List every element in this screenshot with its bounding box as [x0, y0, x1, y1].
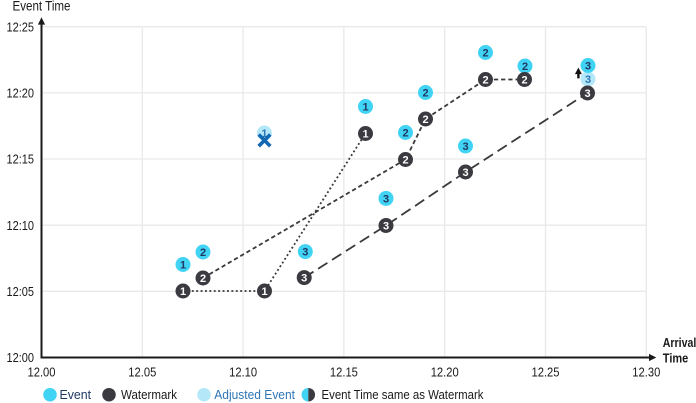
svg-text:12:05: 12:05 — [7, 284, 35, 299]
svg-text:12.20: 12.20 — [431, 365, 459, 380]
svg-text:12.30: 12.30 — [632, 365, 660, 380]
svg-text:1: 1 — [261, 128, 267, 140]
svg-text:3: 3 — [584, 88, 590, 100]
svg-text:12:25: 12:25 — [7, 19, 35, 34]
svg-text:2: 2 — [200, 247, 206, 259]
svg-text:2: 2 — [521, 74, 527, 86]
svg-text:Event Time: Event Time — [13, 0, 71, 14]
svg-text:3: 3 — [585, 74, 591, 86]
svg-text:1: 1 — [261, 286, 267, 298]
svg-text:2: 2 — [522, 61, 528, 73]
svg-text:2: 2 — [482, 47, 488, 59]
svg-text:Watermark: Watermark — [121, 388, 178, 402]
svg-text:Event Time same as Watermark: Event Time same as Watermark — [322, 388, 485, 402]
svg-text:12.10: 12.10 — [229, 365, 257, 380]
svg-text:3: 3 — [462, 141, 468, 153]
svg-text:12:20: 12:20 — [7, 86, 35, 101]
svg-text:Arrival: Arrival — [663, 335, 696, 350]
svg-text:2: 2 — [422, 87, 428, 99]
svg-text:2: 2 — [402, 127, 408, 139]
svg-text:1: 1 — [362, 128, 368, 140]
svg-text:Event: Event — [60, 388, 92, 402]
svg-text:2: 2 — [422, 114, 428, 126]
svg-text:1: 1 — [362, 101, 368, 113]
svg-text:2: 2 — [402, 154, 408, 166]
svg-text:3: 3 — [383, 193, 389, 205]
svg-text:1: 1 — [180, 259, 186, 271]
svg-text:12:00: 12:00 — [7, 350, 35, 365]
svg-text:1: 1 — [180, 286, 186, 298]
svg-text:3: 3 — [383, 220, 389, 232]
svg-text:2: 2 — [482, 74, 488, 86]
svg-text:12.25: 12.25 — [532, 365, 560, 380]
svg-text:3: 3 — [301, 273, 307, 285]
svg-text:12:15: 12:15 — [7, 152, 35, 167]
svg-text:Time: Time — [663, 350, 689, 365]
svg-text:12.00: 12.00 — [28, 365, 56, 380]
svg-text:3: 3 — [585, 60, 591, 72]
svg-text:12.05: 12.05 — [128, 365, 156, 380]
svg-text:Adjusted Event: Adjusted Event — [214, 388, 295, 402]
svg-text:12.15: 12.15 — [330, 365, 358, 380]
svg-text:12:10: 12:10 — [7, 218, 35, 233]
svg-text:2: 2 — [200, 273, 206, 285]
svg-text:3: 3 — [462, 167, 468, 179]
svg-text:3: 3 — [302, 247, 308, 259]
